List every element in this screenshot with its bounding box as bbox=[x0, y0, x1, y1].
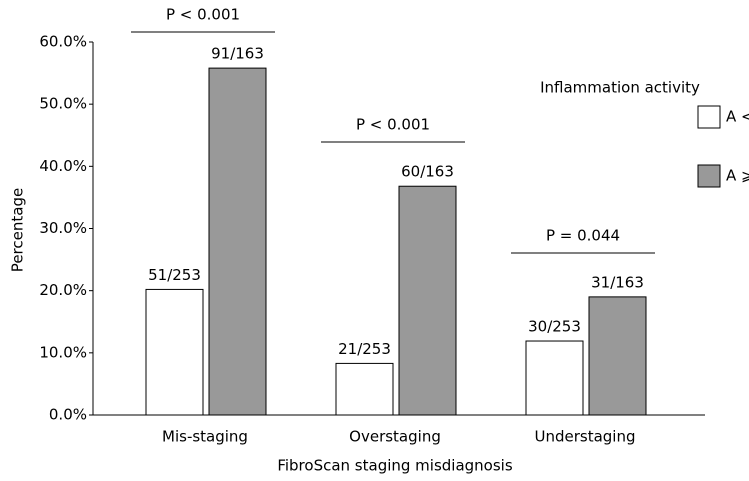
value-label: 51/253 bbox=[148, 266, 201, 284]
value-label: 91/163 bbox=[211, 45, 264, 63]
y-tick-label: 60.0% bbox=[39, 33, 87, 51]
bar bbox=[335, 362, 394, 416]
x-tick-label: Overstaging bbox=[349, 428, 441, 446]
y-tick-label: 0.0% bbox=[49, 406, 87, 424]
y-tick-label: 50.0% bbox=[39, 95, 87, 113]
x-tick-label: Understaging bbox=[534, 428, 635, 446]
y-axis-label: Percentage bbox=[9, 188, 27, 272]
bar bbox=[145, 288, 204, 416]
y-tick-label: 20.0% bbox=[39, 281, 87, 299]
legend-title: Inflammation activity bbox=[540, 79, 700, 97]
annotation: P < 0.001 bbox=[356, 116, 430, 134]
value-label: 60/163 bbox=[401, 163, 454, 181]
x-axis-label: FibroScan staging misdiagnosis bbox=[277, 457, 513, 475]
bar bbox=[208, 67, 267, 416]
annotation: P = 0.044 bbox=[546, 227, 620, 245]
value-label: 31/163 bbox=[591, 273, 644, 291]
legend-label: A ⩾ 2 bbox=[726, 167, 749, 185]
bar bbox=[525, 340, 584, 416]
value-label: 21/253 bbox=[338, 340, 391, 358]
annotation: P < 0.001 bbox=[166, 6, 240, 24]
y-tick-label: 30.0% bbox=[39, 219, 87, 237]
bar bbox=[398, 185, 457, 416]
legend-label: A < 2 bbox=[726, 108, 749, 126]
y-tick-label: 40.0% bbox=[39, 157, 87, 175]
value-label: 30/253 bbox=[528, 318, 581, 336]
x-tick-label: Mis-staging bbox=[162, 428, 248, 446]
y-tick-label: 10.0% bbox=[39, 343, 87, 361]
legend-swatch bbox=[697, 164, 721, 188]
bar bbox=[588, 296, 647, 416]
legend-swatch bbox=[697, 105, 721, 129]
